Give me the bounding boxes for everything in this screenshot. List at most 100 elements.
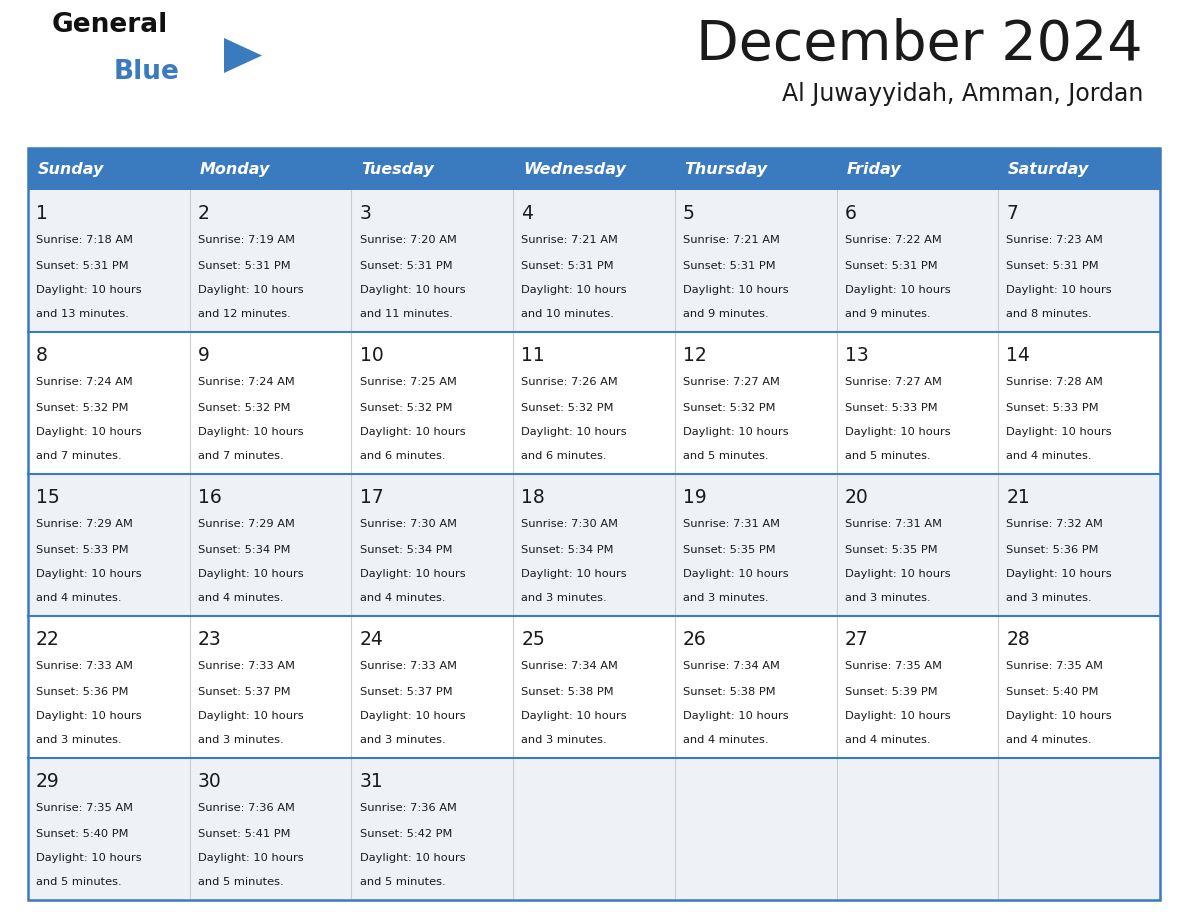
Text: and 12 minutes.: and 12 minutes. [197,309,291,319]
Text: Sunrise: 7:26 AM: Sunrise: 7:26 AM [522,377,618,387]
Text: 13: 13 [845,346,868,365]
Text: Sunset: 5:31 PM: Sunset: 5:31 PM [522,261,614,271]
Text: Sunrise: 7:31 AM: Sunrise: 7:31 AM [683,520,781,530]
Text: Sunset: 5:36 PM: Sunset: 5:36 PM [36,687,128,697]
Text: Daylight: 10 hours: Daylight: 10 hours [197,285,303,296]
Text: and 3 minutes.: and 3 minutes. [845,593,930,603]
Text: and 3 minutes.: and 3 minutes. [36,735,121,745]
Text: Sunset: 5:33 PM: Sunset: 5:33 PM [1006,403,1099,413]
Text: 8: 8 [36,346,48,365]
Text: and 3 minutes.: and 3 minutes. [360,735,446,745]
Text: Sunset: 5:34 PM: Sunset: 5:34 PM [197,545,290,555]
Text: Sunrise: 7:20 AM: Sunrise: 7:20 AM [360,235,456,245]
Text: 25: 25 [522,630,545,649]
Text: and 5 minutes.: and 5 minutes. [197,878,284,888]
Text: 22: 22 [36,630,59,649]
Text: and 8 minutes.: and 8 minutes. [1006,309,1092,319]
Text: Daylight: 10 hours: Daylight: 10 hours [197,569,303,579]
Text: Daylight: 10 hours: Daylight: 10 hours [360,285,466,296]
Text: Sunrise: 7:21 AM: Sunrise: 7:21 AM [683,235,779,245]
Text: 26: 26 [683,630,707,649]
Text: 4: 4 [522,204,533,223]
Text: Daylight: 10 hours: Daylight: 10 hours [360,711,466,722]
Text: and 10 minutes.: and 10 minutes. [522,309,614,319]
Text: Sunrise: 7:35 AM: Sunrise: 7:35 AM [1006,662,1104,671]
Text: and 4 minutes.: and 4 minutes. [360,593,446,603]
Text: and 4 minutes.: and 4 minutes. [36,593,121,603]
Text: 9: 9 [197,346,209,365]
Text: 5: 5 [683,204,695,223]
Text: Daylight: 10 hours: Daylight: 10 hours [683,427,789,437]
Text: 17: 17 [360,488,384,508]
Text: Thursday: Thursday [684,162,767,176]
Text: Sunset: 5:33 PM: Sunset: 5:33 PM [845,403,937,413]
Text: Daylight: 10 hours: Daylight: 10 hours [36,853,141,863]
Text: Daylight: 10 hours: Daylight: 10 hours [1006,427,1112,437]
Text: and 4 minutes.: and 4 minutes. [845,735,930,745]
Text: and 7 minutes.: and 7 minutes. [36,452,121,461]
Text: 16: 16 [197,488,221,508]
Text: Daylight: 10 hours: Daylight: 10 hours [683,569,789,579]
Text: Daylight: 10 hours: Daylight: 10 hours [683,711,789,722]
Text: Daylight: 10 hours: Daylight: 10 hours [522,427,627,437]
Text: and 4 minutes.: and 4 minutes. [1006,452,1092,461]
Text: 6: 6 [845,204,857,223]
FancyBboxPatch shape [29,332,1159,474]
Text: Sunday: Sunday [38,162,105,176]
Text: Sunrise: 7:36 AM: Sunrise: 7:36 AM [197,803,295,813]
Text: 27: 27 [845,630,868,649]
Text: 2: 2 [197,204,209,223]
Text: Sunrise: 7:25 AM: Sunrise: 7:25 AM [360,377,456,387]
Text: 3: 3 [360,204,372,223]
Text: Daylight: 10 hours: Daylight: 10 hours [845,285,950,296]
Text: Daylight: 10 hours: Daylight: 10 hours [197,427,303,437]
Text: 29: 29 [36,772,59,791]
Text: Sunset: 5:32 PM: Sunset: 5:32 PM [683,403,776,413]
Text: December 2024: December 2024 [696,18,1143,72]
Text: 21: 21 [1006,488,1030,508]
Text: Sunrise: 7:35 AM: Sunrise: 7:35 AM [845,662,942,671]
Text: Sunrise: 7:23 AM: Sunrise: 7:23 AM [1006,235,1104,245]
Text: Sunset: 5:31 PM: Sunset: 5:31 PM [36,261,128,271]
Text: Sunset: 5:31 PM: Sunset: 5:31 PM [197,261,290,271]
Text: Sunset: 5:38 PM: Sunset: 5:38 PM [522,687,614,697]
Text: Sunset: 5:31 PM: Sunset: 5:31 PM [845,261,937,271]
Text: Sunset: 5:35 PM: Sunset: 5:35 PM [683,545,776,555]
Text: Monday: Monday [200,162,270,176]
Text: Sunrise: 7:30 AM: Sunrise: 7:30 AM [360,520,456,530]
Text: Sunrise: 7:35 AM: Sunrise: 7:35 AM [36,803,133,813]
Text: 11: 11 [522,346,545,365]
Text: Daylight: 10 hours: Daylight: 10 hours [1006,569,1112,579]
Text: Daylight: 10 hours: Daylight: 10 hours [36,285,141,296]
Text: 7: 7 [1006,204,1018,223]
Text: and 5 minutes.: and 5 minutes. [36,878,121,888]
Text: Sunrise: 7:33 AM: Sunrise: 7:33 AM [197,662,295,671]
Text: Sunset: 5:33 PM: Sunset: 5:33 PM [36,545,128,555]
Text: and 5 minutes.: and 5 minutes. [360,878,446,888]
Text: Daylight: 10 hours: Daylight: 10 hours [36,427,141,437]
Text: Daylight: 10 hours: Daylight: 10 hours [36,569,141,579]
Text: Sunrise: 7:30 AM: Sunrise: 7:30 AM [522,520,618,530]
Text: Sunset: 5:31 PM: Sunset: 5:31 PM [683,261,776,271]
Text: Daylight: 10 hours: Daylight: 10 hours [36,711,141,722]
Polygon shape [225,38,263,73]
Text: Sunrise: 7:34 AM: Sunrise: 7:34 AM [683,662,779,671]
Text: Daylight: 10 hours: Daylight: 10 hours [197,711,303,722]
Text: 1: 1 [36,204,48,223]
Text: and 6 minutes.: and 6 minutes. [522,452,607,461]
Text: and 7 minutes.: and 7 minutes. [197,452,284,461]
Text: 14: 14 [1006,346,1030,365]
Text: Friday: Friday [846,162,901,176]
Text: 18: 18 [522,488,545,508]
Text: Sunset: 5:41 PM: Sunset: 5:41 PM [197,829,290,839]
Text: and 11 minutes.: and 11 minutes. [360,309,453,319]
Text: Sunrise: 7:18 AM: Sunrise: 7:18 AM [36,235,133,245]
Text: Sunset: 5:31 PM: Sunset: 5:31 PM [1006,261,1099,271]
Text: Al Juwayyidah, Amman, Jordan: Al Juwayyidah, Amman, Jordan [782,82,1143,106]
Text: 24: 24 [360,630,384,649]
Text: Sunset: 5:32 PM: Sunset: 5:32 PM [197,403,290,413]
Text: and 5 minutes.: and 5 minutes. [683,452,769,461]
Text: Sunset: 5:39 PM: Sunset: 5:39 PM [845,687,937,697]
Text: Daylight: 10 hours: Daylight: 10 hours [522,569,627,579]
Text: Sunrise: 7:19 AM: Sunrise: 7:19 AM [197,235,295,245]
